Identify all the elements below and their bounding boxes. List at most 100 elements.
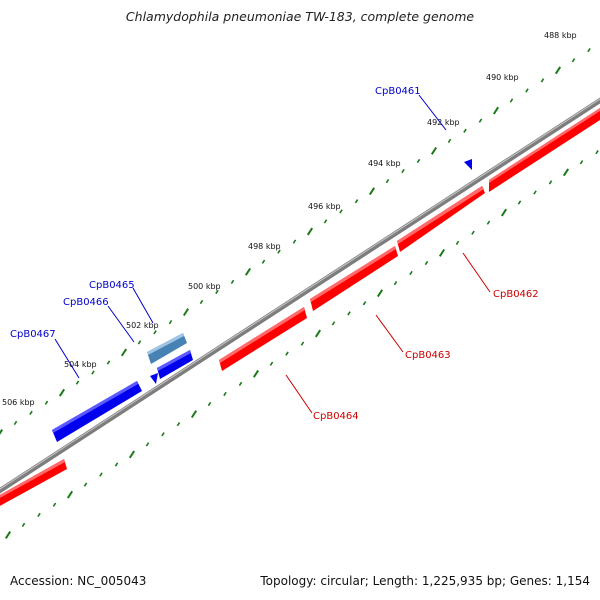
lower-tick-row [4,150,599,539]
minor-tick [517,200,522,205]
minor-tick [525,88,529,93]
accession-text: Accession: NC_005043 [10,574,147,588]
minor-tick [579,160,584,165]
leader-cpb0463 [375,314,404,353]
major-tick [0,429,4,435]
minor-tick [285,351,289,356]
major-tick [244,267,252,276]
minor-tick [37,512,41,517]
leader-cpb0461 [418,94,447,131]
major-tick [554,66,562,75]
major-tick [58,388,66,397]
minor-tick [13,420,18,426]
gene-cpb0466-arrow[interactable] [150,373,158,384]
leader-cpb0462 [462,252,491,293]
major-tick [182,308,190,317]
kbp-label-502: 502 kbp [126,321,159,330]
leader-cpb0465 [132,287,154,324]
minor-tick [137,340,142,345]
gene-label-cpb0464[interactable]: CpB0464 [313,411,359,422]
minor-tick [548,180,553,185]
major-tick [306,227,314,236]
leader-cpb0466 [107,305,135,343]
gene-label-cpb0467[interactable]: CpB0467 [10,329,56,340]
gene-cpb0463-feature[interactable] [310,246,398,311]
minor-tick [99,472,103,477]
kbp-label-490: 490 kbp [486,73,519,82]
minor-tick [300,341,305,346]
major-tick [562,168,570,177]
minor-tick [416,158,421,164]
minor-tick [571,58,576,63]
minor-tick [424,260,429,266]
minor-tick [44,400,49,405]
minor-tick [486,220,491,225]
gene-cpb0466-feature[interactable] [157,350,193,379]
major-tick [438,248,446,257]
major-tick [314,329,322,338]
minor-tick [168,320,173,325]
gene-cpb0461-feature[interactable] [464,159,472,170]
genome-backbone [0,97,600,494]
minor-tick [347,311,351,316]
minor-tick [153,330,157,335]
kbp-label-488: 488 kbp [544,31,577,40]
minor-tick [261,259,266,264]
minor-tick [323,219,328,224]
leader-cpb0464 [285,374,313,414]
gene-left-red-feature[interactable] [0,459,67,507]
minor-tick [21,522,26,528]
gene-cpb0465-feature[interactable] [147,333,187,364]
minor-tick [269,361,274,366]
gene-cpb0467-feature[interactable] [52,381,142,442]
gene-label-cpb0461[interactable]: CpB0461 [375,86,421,97]
minor-tick [393,280,398,286]
gene-label-cpb0466[interactable]: CpB0466 [63,297,109,308]
minor-tick [331,321,336,326]
kbp-label-496: 496 kbp [308,202,341,211]
major-tick [376,289,384,298]
gene-cpb0464-feature[interactable] [219,307,307,371]
minor-tick [509,98,514,103]
gene-label-cpb0462[interactable]: CpB0462 [493,289,539,300]
minor-tick [199,299,204,305]
minor-tick [176,422,181,427]
minor-tick [114,462,119,467]
minor-tick [478,118,483,123]
major-tick [120,348,128,357]
upper-tick-row [0,48,591,435]
minor-tick [362,301,367,306]
minor-tick [385,178,390,184]
minor-tick [215,289,219,295]
minor-tick [447,138,452,143]
minor-tick [339,209,343,214]
minor-tick [223,391,227,397]
minor-tick [91,370,95,375]
minor-tick [463,128,467,133]
major-tick [190,410,198,419]
minor-tick [292,239,297,244]
minor-tick [161,432,165,437]
gene-label-cpb0465[interactable]: CpB0465 [89,280,135,291]
minor-tick [52,502,57,507]
gene-cpb0462-feature[interactable] [489,108,600,192]
kbp-label-492: 492 kbp [427,118,460,127]
minor-tick [106,360,111,365]
minor-tick [595,150,599,155]
minor-tick [540,78,545,83]
minor-tick [238,381,243,387]
map-title: Chlamydophila pneumoniae TW-183, complet… [125,9,475,24]
major-tick [66,490,74,499]
kbp-label-498: 498 kbp [248,242,281,251]
minor-tick [207,401,212,407]
gene-label-cpb0463[interactable]: CpB0463 [405,350,451,361]
minor-tick [277,249,281,254]
minor-tick [409,270,413,276]
kbp-label-506: 506 kbp [2,398,35,407]
minor-tick [83,482,88,487]
gene-cpb0462-bar[interactable] [397,186,485,252]
genome-backbone-highlight [0,98,600,490]
major-tick [128,450,136,459]
